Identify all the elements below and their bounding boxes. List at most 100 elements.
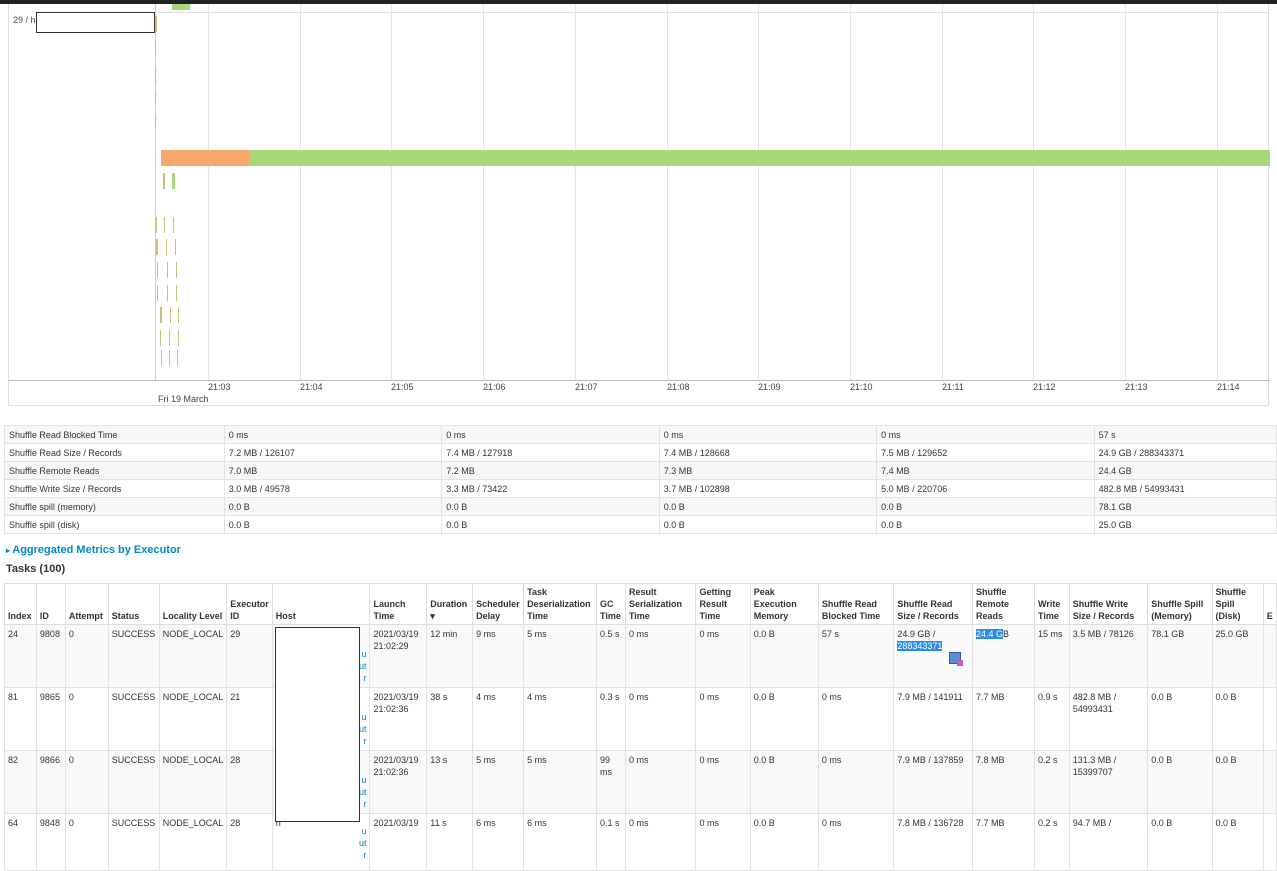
- task-bar[interactable]: [155, 68, 156, 84]
- task-bar[interactable]: [156, 239, 158, 255]
- task-status-value: SUCCESS: [111, 818, 156, 828]
- task-bar[interactable]: [155, 16, 157, 32]
- aggregated-metrics-link[interactable]: ▸ Aggregated Metrics by Executor: [6, 544, 181, 556]
- task-spillmem-value: 0.0 B: [1151, 755, 1173, 765]
- col-result-serialization[interactable]: Result Serialization Time: [624, 583, 697, 625]
- task-peak-value: 0.0 B: [753, 692, 775, 702]
- summary-cell-p75: 0 ms: [876, 425, 1095, 444]
- stdout-link[interactable]: u: [361, 775, 367, 785]
- stdout-link[interactable]: u: [361, 826, 367, 836]
- task-bar[interactable]: [155, 116, 156, 128]
- task-row[interactable]: 8298660SUCCESSNODE_LOCAL28h1uutr2021/03/…: [4, 750, 1277, 814]
- task-bar[interactable]: [167, 285, 168, 301]
- summary-cell-max: 24.4 GB: [1093, 461, 1277, 480]
- col-gc-time[interactable]: GC Time: [596, 583, 626, 625]
- task-bar[interactable]: [169, 350, 170, 366]
- col-errors[interactable]: E: [1262, 583, 1277, 625]
- task-bar[interactable]: [166, 239, 167, 255]
- col-scheduler-delay[interactable]: Scheduler Delay: [472, 583, 525, 625]
- task-bar[interactable]: [157, 285, 158, 301]
- col-remote-reads[interactable]: Shuffle Remote Reads: [972, 583, 1035, 625]
- col-write-time[interactable]: Write Time: [1033, 583, 1070, 625]
- task-bar[interactable]: [160, 307, 162, 323]
- task-bar[interactable]: [177, 350, 178, 366]
- task-spilldisk-value: 0.0 B: [1215, 755, 1237, 765]
- task-id-value: 9865: [39, 692, 60, 702]
- stderr-link[interactable]: r: [363, 736, 367, 746]
- task-bar[interactable]: [167, 262, 168, 278]
- stderr-link[interactable]: r: [363, 850, 367, 860]
- task-cell-remote: 7.7 MB: [972, 813, 1035, 871]
- task-bar[interactable]: [176, 262, 177, 278]
- task-row[interactable]: 2498080SUCCESSNODE_LOCAL29h1uutr2021/03/…: [4, 624, 1277, 688]
- task-bar[interactable]: [173, 217, 174, 233]
- task-bar[interactable]: [157, 262, 158, 278]
- col-locality[interactable]: Locality Level: [158, 583, 228, 625]
- stdout-link[interactable]: u: [361, 649, 367, 659]
- task-index-value: 24: [8, 629, 19, 639]
- task-bar[interactable]: [172, 173, 175, 189]
- stdout-link[interactable]: ut: [358, 724, 367, 734]
- col-executor[interactable]: Executor ID: [226, 583, 273, 625]
- col-write-size[interactable]: Shuffle Write Size / Records: [1068, 583, 1149, 625]
- top-bar: [0, 0, 1277, 4]
- stdout-link[interactable]: u: [361, 712, 367, 722]
- task-bar[interactable]: [164, 217, 165, 233]
- stderr-link[interactable]: r: [363, 673, 367, 683]
- task-bar[interactable]: [172, 4, 190, 10]
- copy-icon[interactable]: [949, 652, 964, 666]
- summary-cell-median: 0.0 B: [658, 497, 878, 516]
- task-cell-index: 64: [4, 813, 37, 871]
- task-bar[interactable]: [178, 307, 179, 323]
- task-bar[interactable]: [178, 330, 179, 346]
- col-read-size[interactable]: Shuffle Read Size / Records: [893, 583, 973, 625]
- col-read-blocked[interactable]: Shuffle Read Blocked Time: [817, 583, 895, 625]
- stdout-link[interactable]: ut: [358, 787, 367, 797]
- col-host[interactable]: Host: [271, 583, 371, 625]
- summary-cell-min: 7.2 MB / 126107: [223, 443, 443, 462]
- stderr-link[interactable]: r: [363, 799, 367, 809]
- col-attempt[interactable]: Attempt: [64, 583, 109, 625]
- task-bar[interactable]: [176, 285, 177, 301]
- task-cell-sched: 9 ms: [472, 624, 525, 688]
- col-duration[interactable]: Duration ▾: [426, 583, 474, 625]
- task-deser-value: 4 ms: [527, 692, 547, 702]
- task-bar[interactable]: [170, 307, 171, 323]
- task-bar[interactable]: [161, 150, 249, 166]
- task-cell-executor: 28: [226, 813, 273, 871]
- task-bar[interactable]: [175, 239, 176, 255]
- task-bar[interactable]: [156, 217, 157, 233]
- task-peak-value: 0.0 B: [753, 755, 775, 765]
- task-bar[interactable]: [163, 173, 165, 189]
- task-bar[interactable]: [161, 350, 162, 366]
- task-peak-value: 0.0 B: [753, 629, 775, 639]
- col-launch[interactable]: Launch Time: [369, 583, 428, 625]
- col-id[interactable]: ID: [35, 583, 66, 625]
- col-spill-memory[interactable]: Shuffle Spill (Memory): [1147, 583, 1213, 625]
- task-duration-value: 12 min: [430, 629, 458, 639]
- summary-cell-min: 3.0 MB / 49578: [223, 479, 443, 498]
- task-bar[interactable]: [249, 150, 1270, 166]
- col-status[interactable]: Status: [107, 583, 160, 625]
- task-bar[interactable]: [169, 330, 170, 346]
- task-getres-value: 0 ms: [699, 818, 719, 828]
- task-bar[interactable]: [155, 92, 156, 106]
- summary-cell-p25: 0 ms: [441, 425, 660, 444]
- stdout-link[interactable]: ut: [358, 838, 367, 848]
- col-getting-result[interactable]: Getting Result Time: [695, 583, 751, 625]
- task-bar[interactable]: [160, 330, 161, 346]
- col-peak-memory[interactable]: Peak Execution Memory: [749, 583, 819, 625]
- col-spill-disk[interactable]: Shuffle Spill (Disk): [1211, 583, 1264, 625]
- task-bar[interactable]: [155, 40, 156, 54]
- task-cell-blocked: 0 ms: [817, 813, 895, 871]
- task-cell-locality: NODE_LOCAL: [158, 750, 228, 814]
- task-row[interactable]: 8198650SUCCESSNODE_LOCAL21h1uutr2021/03/…: [4, 687, 1277, 751]
- task-row[interactable]: 64 9848 0 SUCCESS NODE_LOCAL 28 h u ut r 2021/03/1…: [4, 813, 1277, 871]
- time-tick-label: 21:10: [850, 382, 873, 392]
- task-resser-value: 0 ms: [628, 755, 649, 765]
- stdout-link[interactable]: ut: [358, 661, 367, 671]
- col-index[interactable]: Index: [4, 583, 37, 625]
- task-cell-spillmem: 78.1 GB: [1147, 624, 1213, 688]
- col-deserialization[interactable]: Task Deserialization Time: [523, 583, 598, 625]
- summary-cell-min: 0 ms: [223, 425, 443, 444]
